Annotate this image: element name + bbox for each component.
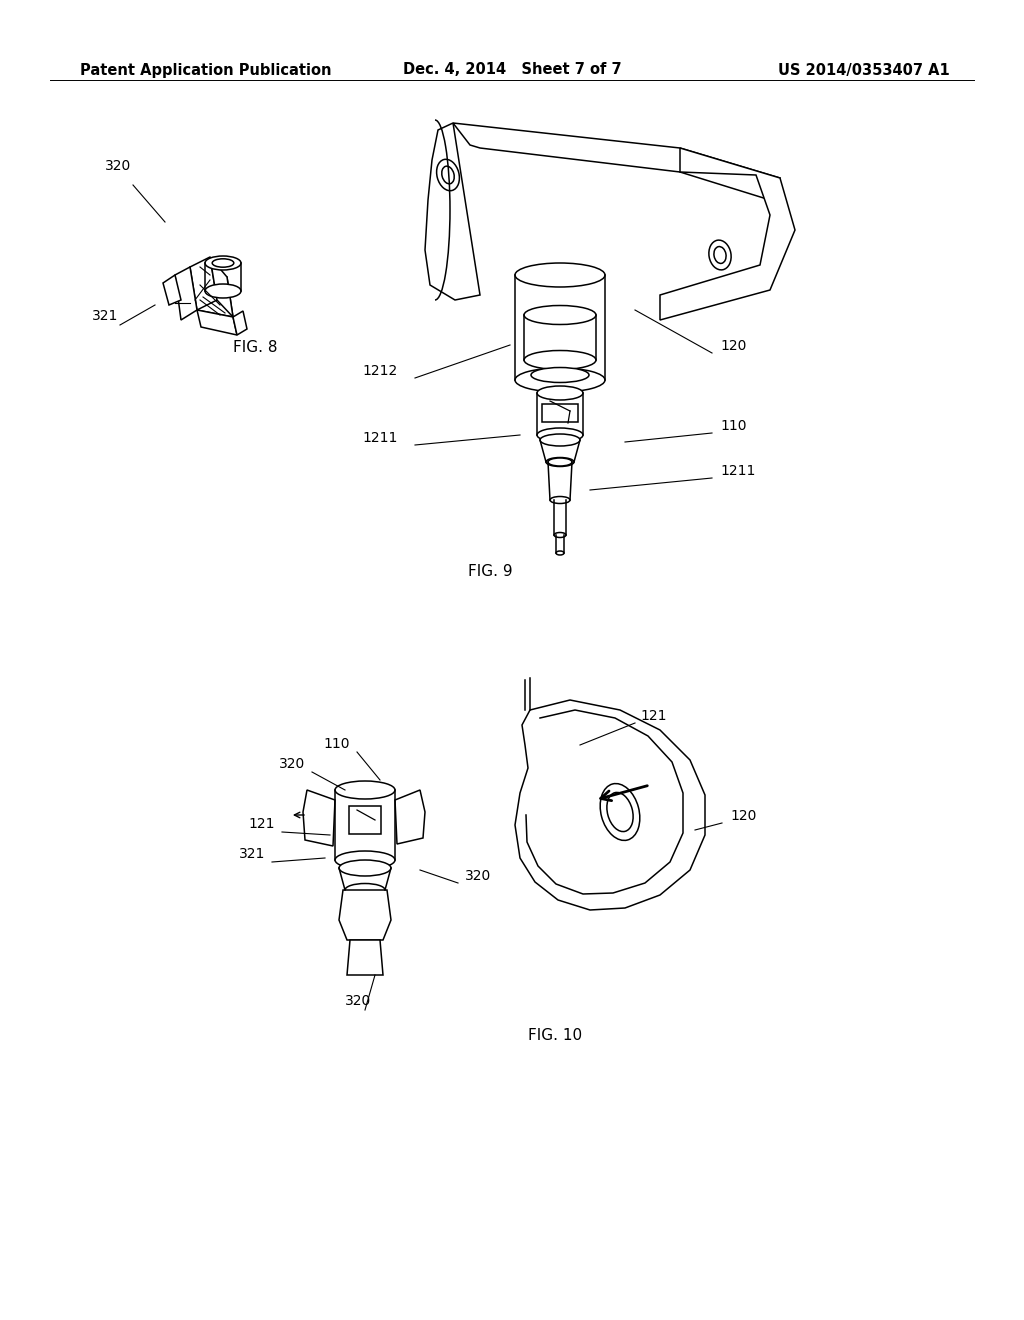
Ellipse shape [540, 434, 580, 446]
Ellipse shape [335, 851, 395, 869]
Text: 121: 121 [249, 817, 275, 832]
Ellipse shape [524, 351, 596, 370]
Ellipse shape [550, 496, 570, 503]
Polygon shape [425, 123, 480, 300]
Polygon shape [339, 890, 391, 940]
Ellipse shape [537, 385, 583, 400]
Text: 320: 320 [345, 994, 371, 1008]
Ellipse shape [335, 781, 395, 799]
Text: 321: 321 [92, 309, 118, 323]
Ellipse shape [548, 458, 572, 466]
Polygon shape [347, 940, 383, 975]
Polygon shape [395, 789, 425, 843]
Text: 121: 121 [640, 709, 667, 723]
Polygon shape [542, 404, 578, 422]
Ellipse shape [537, 428, 583, 442]
Polygon shape [163, 275, 181, 305]
Ellipse shape [524, 305, 596, 325]
Text: 1211: 1211 [720, 465, 756, 478]
Polygon shape [233, 312, 247, 335]
Polygon shape [210, 257, 233, 317]
Ellipse shape [515, 263, 605, 286]
Text: 120: 120 [720, 339, 746, 352]
Text: 1212: 1212 [362, 364, 398, 378]
Text: 320: 320 [279, 756, 305, 771]
Ellipse shape [709, 240, 731, 269]
Ellipse shape [205, 256, 241, 271]
Text: FIG. 9: FIG. 9 [468, 564, 512, 579]
Ellipse shape [436, 160, 460, 190]
Ellipse shape [546, 458, 574, 466]
Text: 110: 110 [324, 737, 350, 751]
Polygon shape [190, 267, 233, 317]
Polygon shape [190, 257, 217, 310]
Ellipse shape [515, 368, 605, 392]
Text: 110: 110 [720, 418, 746, 433]
Text: Patent Application Publication: Patent Application Publication [80, 62, 332, 78]
Text: Dec. 4, 2014   Sheet 7 of 7: Dec. 4, 2014 Sheet 7 of 7 [402, 62, 622, 78]
Polygon shape [197, 310, 237, 335]
Polygon shape [453, 123, 780, 201]
Text: FIG. 8: FIG. 8 [232, 341, 278, 355]
Text: 320: 320 [465, 869, 492, 883]
Ellipse shape [339, 861, 391, 876]
Polygon shape [303, 789, 335, 846]
Text: FIG. 10: FIG. 10 [528, 1028, 582, 1043]
Text: 1211: 1211 [362, 432, 398, 445]
Text: 321: 321 [239, 847, 265, 861]
Polygon shape [349, 807, 381, 834]
Ellipse shape [556, 550, 564, 554]
Polygon shape [175, 267, 197, 319]
Ellipse shape [600, 784, 640, 841]
Ellipse shape [531, 367, 589, 383]
Ellipse shape [554, 532, 566, 537]
Ellipse shape [205, 284, 241, 298]
Polygon shape [660, 148, 795, 319]
Polygon shape [515, 700, 705, 909]
Text: 120: 120 [730, 809, 757, 822]
Ellipse shape [345, 883, 385, 896]
Text: US 2014/0353407 A1: US 2014/0353407 A1 [778, 62, 950, 78]
Text: 320: 320 [104, 158, 131, 173]
